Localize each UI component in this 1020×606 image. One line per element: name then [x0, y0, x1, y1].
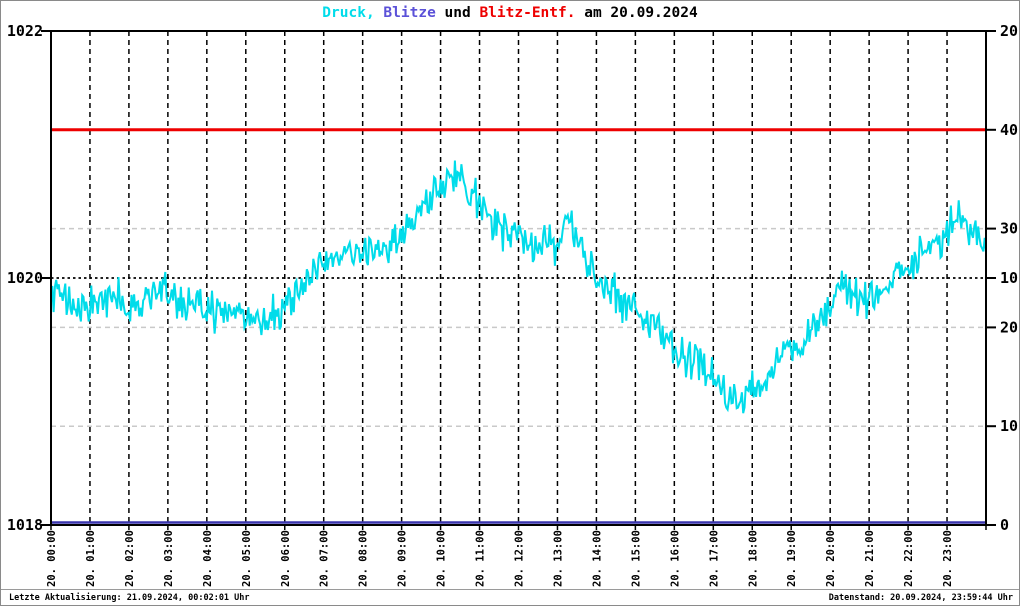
chart-area: Druck, Blitze und Blitz-Entf. am 20.09.2…	[1, 1, 1019, 589]
x-axis-label: 20. 18:00	[747, 530, 759, 587]
x-axis-label: 20. 10:00	[436, 530, 448, 587]
x-axis-label: 20. 19:00	[786, 530, 798, 587]
status-bar: Letzte Aktualisierung: 21.09.2024, 00:02…	[1, 589, 1019, 605]
x-axis-label: 20. 05:00	[241, 530, 253, 587]
right-axis-entf-label: 30	[1000, 220, 1018, 238]
title-blitze: Blitze	[374, 5, 436, 21]
x-axis-label: 20. 06:00	[280, 530, 292, 587]
x-axis-label: 20. 16:00	[669, 530, 681, 587]
right-axis-entf-label: 10	[1000, 417, 1018, 435]
right-axis-blitze-label: 0	[1000, 516, 1009, 534]
left-axis-label: 1020	[7, 269, 43, 287]
x-axis-label: 20. 13:00	[552, 530, 564, 587]
x-axis-label: 20. 12:00	[514, 530, 526, 587]
x-axis-label: 20. 23:00	[942, 530, 954, 587]
x-axis-label: 20. 02:00	[124, 530, 136, 587]
x-axis-label: 20. 20:00	[825, 530, 837, 587]
title-date: am 20.09.2024	[575, 5, 698, 21]
x-axis-label: 20. 01:00	[85, 530, 97, 587]
title-blitz-entf: Blitz-Entf.	[479, 5, 576, 21]
left-axis-label: 1018	[7, 516, 43, 534]
last-update-text: Letzte Aktualisierung: 21.09.2024, 00:02…	[9, 593, 250, 603]
x-axis-label: 20. 00:00	[46, 530, 58, 587]
x-axis-label: 20. 03:00	[163, 530, 175, 587]
title-druck: Druck,	[322, 5, 375, 21]
right-axis-blitze-label: 10	[1000, 269, 1018, 287]
title-und: und	[435, 5, 480, 21]
x-axis-label: 20. 21:00	[864, 530, 876, 587]
x-axis-label: 20. 17:00	[708, 530, 720, 587]
right-axis-entf-label: 20	[1000, 318, 1018, 336]
x-axis-label: 20. 14:00	[591, 530, 603, 587]
left-axis-label: 1022	[7, 22, 43, 40]
x-axis-label: 20. 08:00	[358, 530, 370, 587]
x-axis-label: 20. 11:00	[475, 530, 487, 587]
druck-series-path	[50, 160, 987, 414]
x-axis-label: 20. 09:00	[397, 530, 409, 587]
right-axis-entf-label: 40	[1000, 121, 1018, 139]
x-axis-label: 20. 04:00	[202, 530, 214, 587]
chart-title: Druck, Blitze und Blitz-Entf. am 20.09.2…	[1, 5, 1019, 21]
data-state-text: Datenstand: 20.09.2024, 23:59:44 Uhr	[828, 593, 1013, 603]
right-axis-blitze-label: 20	[1000, 22, 1018, 40]
x-axis-label: 20. 07:00	[319, 530, 331, 587]
x-axis-label: 20. 22:00	[903, 530, 915, 587]
x-axis-label: 20. 15:00	[630, 530, 642, 587]
